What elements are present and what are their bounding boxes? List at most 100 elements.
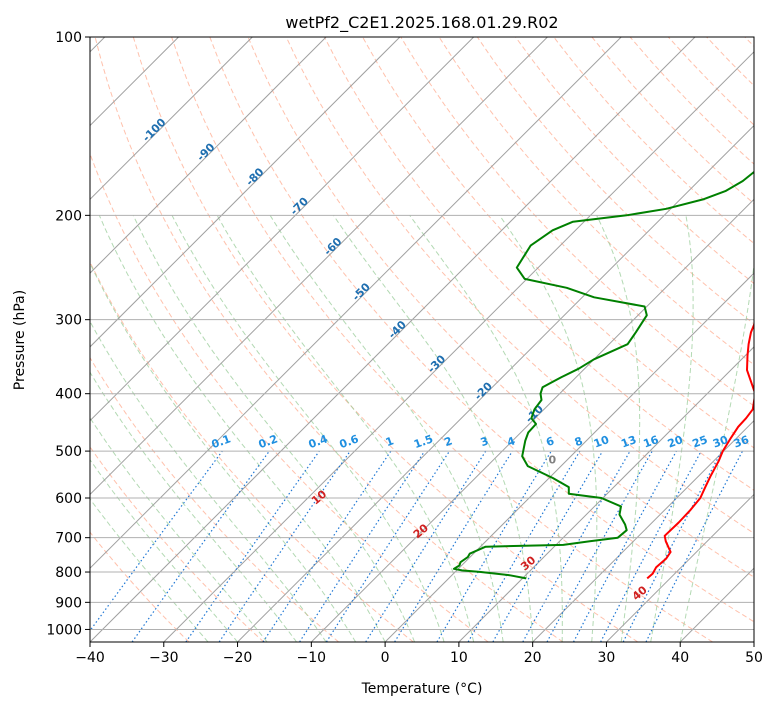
y-tick-label: 1000 xyxy=(46,622,82,638)
mixing-ratio-label: 1.5 xyxy=(412,432,435,451)
mixing-ratio-label: 0.6 xyxy=(338,432,361,451)
mixing-ratio-label: 10 xyxy=(592,433,611,451)
x-tick-label: −40 xyxy=(75,650,105,666)
mixing-ratio-label: 36 xyxy=(732,433,751,451)
x-tick-label: 30 xyxy=(598,650,616,666)
isotherm-line xyxy=(753,641,754,642)
mixing-ratio-label: 0.1 xyxy=(210,432,233,451)
x-tick-label: 50 xyxy=(745,650,763,666)
isotherm-label: -70 xyxy=(288,194,311,217)
isotherm-line xyxy=(90,37,253,201)
isotherm-line xyxy=(90,37,548,496)
moist-adiabat-line xyxy=(90,458,238,642)
mixing-ratio-line xyxy=(325,450,450,642)
x-tick-label: 40 xyxy=(671,650,689,666)
mixing-ratio-label: 20 xyxy=(666,433,685,451)
mixing-ratio-label: 6 xyxy=(544,434,556,449)
mixing-ratio-line xyxy=(185,450,320,642)
mixing-ratio-line xyxy=(572,450,677,642)
y-tick-label: 800 xyxy=(55,565,82,581)
isotherm-label: -90 xyxy=(194,140,217,163)
y-tick-label: 600 xyxy=(55,491,82,507)
moist-adiabat-line xyxy=(409,215,563,642)
dry-adiabat-line xyxy=(438,37,754,366)
moist-adiabat-line xyxy=(90,320,327,642)
moist-adiabat-line xyxy=(90,498,209,642)
dry-adiabat-line xyxy=(706,37,754,87)
isotherm-label: -40 xyxy=(386,318,409,341)
plot-frame xyxy=(89,36,755,643)
dry-adiabat-line xyxy=(132,37,639,642)
isotherm-line xyxy=(237,124,754,642)
mixing-ratio-label: 13 xyxy=(619,433,638,450)
mixing-ratio-line xyxy=(546,450,653,642)
mixing-ratio-label: 25 xyxy=(691,433,710,450)
mixing-ratio-label: 16 xyxy=(642,433,661,451)
background-lines xyxy=(90,37,754,642)
pressure-gridlines xyxy=(90,37,754,630)
dry-adiabat-line xyxy=(515,37,754,285)
isotherm-line xyxy=(90,37,696,642)
isotherm-line xyxy=(532,419,754,642)
mixing-ratio-line xyxy=(218,450,351,642)
isotherm-line xyxy=(458,346,754,642)
mixing-ratio-line xyxy=(645,450,744,642)
y-tick-label: 400 xyxy=(55,387,82,403)
dry-adiabat-line xyxy=(591,37,754,205)
moist-adiabat-line xyxy=(269,215,504,642)
isotherm-label: -80 xyxy=(243,165,266,188)
mixing-ratio-label: 1 xyxy=(384,434,396,449)
mixing-ratio-label: 0.2 xyxy=(257,432,280,451)
isotherm-label: -30 xyxy=(425,352,448,375)
moist-adiabat-line xyxy=(650,215,694,642)
x-tick-label: −30 xyxy=(149,650,179,666)
mixing-ratio-line xyxy=(262,450,392,642)
dry-adiabat-line xyxy=(209,37,754,623)
isotherm-label: -100 xyxy=(140,116,169,145)
x-tick-label: −20 xyxy=(223,650,253,666)
dewpoint-profile-line xyxy=(452,170,754,580)
isotherm-label: -60 xyxy=(321,235,344,258)
temperature-profile-line xyxy=(646,322,754,580)
x-axis-label: Temperature (°C) xyxy=(361,681,483,697)
y-tick-label: 300 xyxy=(55,313,82,329)
profiles xyxy=(452,170,754,580)
mixing-ratio-line xyxy=(299,450,426,642)
mixing-ratio-label: 3 xyxy=(479,434,491,449)
mixing-ratio-line xyxy=(394,450,513,642)
isotherm-line xyxy=(384,272,754,642)
x-tick-label: 0 xyxy=(381,650,390,666)
x-tick-label: 20 xyxy=(524,650,542,666)
mixing-ratio-line xyxy=(600,450,702,642)
moist-adiabat-line xyxy=(90,262,357,642)
mixing-ratio-label: 8 xyxy=(573,434,585,449)
moist-adiabat-line xyxy=(90,371,297,642)
dry-adiabat-line xyxy=(323,37,754,491)
isotherm-line xyxy=(310,198,754,642)
isopleth-labels: -100-90-80-70-60-50-40-30-20-100.1 0.2 0.4… xyxy=(140,116,751,604)
moist-adiabat-line xyxy=(132,215,416,642)
dry-adiabat-line xyxy=(90,260,414,642)
mixing-ratio-line xyxy=(131,450,270,642)
moist-adiabat-label: 0 xyxy=(549,454,557,467)
dry-adiabat-line xyxy=(90,152,489,642)
isotherm-line xyxy=(90,37,401,348)
isotherm-line xyxy=(90,37,327,274)
y-tick-label: 700 xyxy=(55,531,82,547)
y-tick-label: 100 xyxy=(55,30,82,46)
mixing-ratio-label: 0.4 xyxy=(307,432,330,451)
moist-adiabat-line xyxy=(679,261,754,642)
dry-adiabat-line xyxy=(362,37,754,449)
dry-adiabat-line xyxy=(90,446,265,642)
moist-adiabat-line xyxy=(90,416,268,642)
isotherm-line xyxy=(606,493,754,642)
moist-adiabat-line xyxy=(171,215,445,642)
moist-adiabat-line xyxy=(499,215,598,642)
isotherm-label: -20 xyxy=(472,379,495,402)
dry-adiabat-line xyxy=(90,531,190,642)
dry-adiabat-line xyxy=(629,37,754,165)
y-tick-label: 500 xyxy=(55,444,82,460)
y-axis-label: Pressure (hPa) xyxy=(12,290,28,390)
moist-adiabat-line xyxy=(333,215,534,642)
